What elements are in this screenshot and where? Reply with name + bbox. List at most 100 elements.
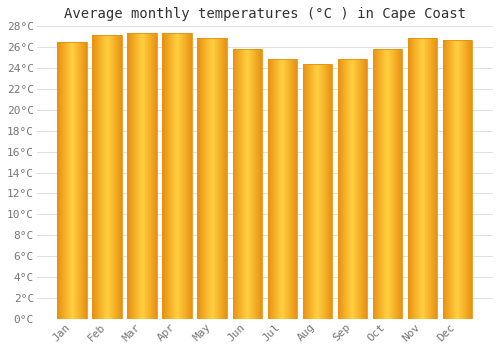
Bar — [198, 38, 199, 319]
Bar — [243, 49, 244, 319]
Bar — [224, 38, 225, 319]
Bar — [115, 35, 116, 319]
Bar — [339, 59, 340, 319]
Bar — [261, 49, 262, 319]
Bar — [379, 49, 380, 319]
Bar — [348, 59, 350, 319]
Bar — [304, 64, 305, 319]
Bar — [358, 59, 359, 319]
Bar — [316, 64, 318, 319]
Bar — [280, 59, 281, 319]
Bar — [190, 33, 191, 319]
Bar — [313, 64, 314, 319]
Bar — [342, 59, 344, 319]
Bar — [254, 49, 255, 319]
Bar — [94, 35, 96, 319]
Bar — [217, 38, 218, 319]
Bar — [172, 33, 173, 319]
Bar — [178, 33, 179, 319]
Bar — [174, 33, 175, 319]
Bar — [251, 49, 252, 319]
Bar — [220, 38, 222, 319]
Bar — [382, 49, 383, 319]
Bar — [351, 59, 352, 319]
Bar — [200, 38, 201, 319]
Bar — [421, 38, 422, 319]
Bar — [198, 38, 228, 319]
Bar — [153, 33, 154, 319]
Bar — [58, 42, 59, 319]
Bar — [223, 38, 224, 319]
Bar — [213, 38, 214, 319]
Bar — [108, 35, 109, 319]
Bar — [380, 49, 382, 319]
Bar — [331, 64, 332, 319]
Bar — [450, 40, 452, 319]
Bar — [131, 33, 132, 319]
Bar — [344, 59, 345, 319]
Bar — [426, 38, 427, 319]
Bar — [155, 33, 156, 319]
Bar — [448, 40, 450, 319]
Bar — [470, 40, 471, 319]
Bar — [173, 33, 174, 319]
Bar — [401, 49, 402, 319]
Bar — [140, 33, 141, 319]
Bar — [257, 49, 258, 319]
Bar — [447, 40, 448, 319]
Bar — [430, 38, 432, 319]
Bar — [208, 38, 210, 319]
Bar — [310, 64, 312, 319]
Bar — [246, 49, 248, 319]
Bar — [424, 38, 426, 319]
Bar — [188, 33, 190, 319]
Bar — [294, 59, 295, 319]
Bar — [468, 40, 469, 319]
Bar — [295, 59, 296, 319]
Bar — [199, 38, 200, 319]
Bar — [347, 59, 348, 319]
Bar — [144, 33, 146, 319]
Bar — [204, 38, 205, 319]
Bar — [74, 42, 76, 319]
Bar — [96, 35, 97, 319]
Bar — [326, 64, 327, 319]
Bar — [270, 59, 271, 319]
Bar — [212, 38, 213, 319]
Bar — [80, 42, 82, 319]
Bar — [288, 59, 289, 319]
Bar — [214, 38, 216, 319]
Bar — [146, 33, 147, 319]
Bar — [432, 38, 433, 319]
Bar — [385, 49, 386, 319]
Bar — [296, 59, 298, 319]
Bar — [330, 64, 331, 319]
Bar — [444, 40, 445, 319]
Bar — [398, 49, 400, 319]
Bar — [185, 33, 186, 319]
Bar — [287, 59, 288, 319]
Bar — [396, 49, 397, 319]
Bar — [324, 64, 325, 319]
Bar — [181, 33, 182, 319]
Bar — [102, 35, 103, 319]
Bar — [422, 38, 423, 319]
Bar — [142, 33, 143, 319]
Bar — [163, 33, 164, 319]
Bar — [307, 64, 308, 319]
Bar — [260, 49, 261, 319]
Bar — [338, 59, 368, 319]
Bar — [391, 49, 392, 319]
Bar — [436, 38, 438, 319]
Bar — [106, 35, 108, 319]
Bar — [322, 64, 324, 319]
Bar — [362, 59, 363, 319]
Bar — [152, 33, 153, 319]
Bar — [417, 38, 418, 319]
Bar — [465, 40, 466, 319]
Bar — [166, 33, 167, 319]
Bar — [84, 42, 85, 319]
Bar — [455, 40, 456, 319]
Bar — [359, 59, 360, 319]
Bar — [315, 64, 316, 319]
